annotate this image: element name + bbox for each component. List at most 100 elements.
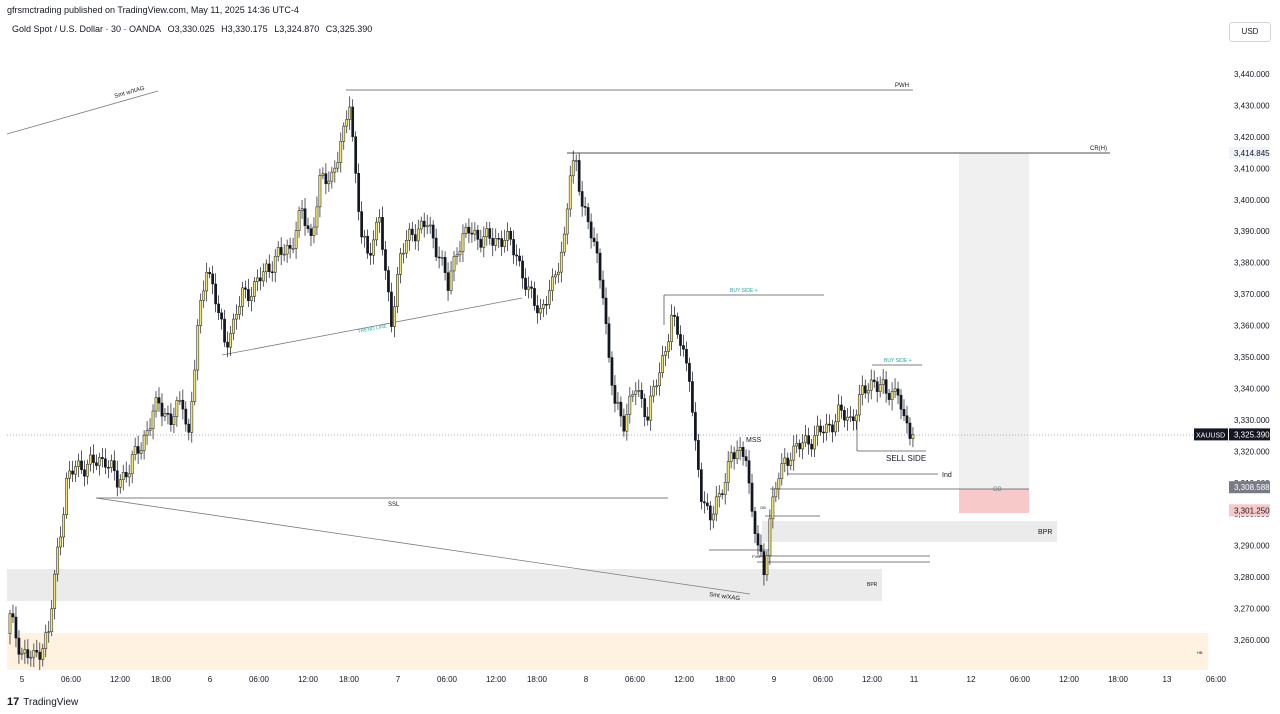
time-tick: 06:00 <box>249 675 270 684</box>
candle-body <box>777 478 781 490</box>
candle-body <box>273 255 277 273</box>
candle-body <box>62 514 65 538</box>
smt-line-bottom <box>95 497 751 595</box>
candle-body <box>676 316 679 335</box>
candle-body <box>640 390 644 399</box>
candle-body <box>321 173 325 176</box>
candle-body <box>366 235 369 254</box>
candle-body <box>905 415 909 424</box>
candle-body <box>661 355 664 374</box>
price-tick: 3,270.000 <box>1234 605 1270 614</box>
candle-body <box>253 281 256 297</box>
symbol-tag-box <box>1194 428 1228 441</box>
candle-body <box>65 477 68 516</box>
price-tag-label: 3,308.588 <box>1234 483 1270 492</box>
candle-body <box>247 289 250 301</box>
candle-body <box>98 457 101 466</box>
time-tick: 12 <box>967 675 976 684</box>
tradingview-logo-text: TradingView <box>23 696 79 708</box>
candle-body <box>655 385 659 388</box>
symbol-name[interactable]: Gold Spot / U.S. Dollar · 30 · OANDA <box>12 24 162 34</box>
candles-group <box>8 96 915 671</box>
candle-body <box>38 651 42 660</box>
candle-body <box>133 446 137 455</box>
tradingview-logo[interactable]: 17 TradingView <box>7 696 78 708</box>
candle-body <box>396 274 399 307</box>
candle-body <box>843 410 846 421</box>
candle-body <box>8 613 12 634</box>
candle-body <box>452 256 456 272</box>
candle-body <box>634 390 638 395</box>
candle-body <box>825 423 828 433</box>
candle-body <box>574 160 578 162</box>
price-tick: 3,360.000 <box>1234 322 1270 331</box>
time-tick: 18:00 <box>339 675 360 684</box>
candle-body <box>327 180 331 185</box>
candle-body <box>354 136 358 174</box>
candle-body <box>434 237 438 258</box>
candle-body <box>378 217 381 223</box>
candle-body <box>178 399 182 402</box>
price-tick: 3,410.000 <box>1234 164 1270 173</box>
annotation-crh: CR(H) <box>1090 146 1107 152</box>
candle-body <box>515 254 518 257</box>
candle-body <box>104 458 107 468</box>
time-tick: 18:00 <box>527 675 548 684</box>
candle-body <box>83 469 86 477</box>
candle-body <box>226 341 229 348</box>
candle-body <box>470 232 474 235</box>
time-tick: 8 <box>584 675 589 684</box>
candle-body <box>697 440 700 470</box>
time-tick: 7 <box>396 675 401 684</box>
candle-body <box>545 303 548 306</box>
currency-button[interactable]: USD <box>1229 22 1271 42</box>
candle-body <box>235 314 238 320</box>
candle-body <box>50 608 54 632</box>
zone-red-ob <box>959 489 1029 513</box>
candle-body <box>735 450 739 460</box>
candle-body <box>539 308 542 314</box>
candle-body <box>807 435 810 445</box>
annotation-bpr-right: BPR <box>1038 529 1052 536</box>
candle-body <box>717 493 721 498</box>
candle-body <box>169 413 173 425</box>
candle-body <box>553 274 557 278</box>
candle-body <box>44 632 48 649</box>
time-tick: 06:00 <box>437 675 458 684</box>
candle-body <box>318 175 322 208</box>
candle-body <box>223 318 226 343</box>
candle-body <box>351 106 355 137</box>
candle-body <box>604 297 608 324</box>
candle-body <box>330 171 334 182</box>
candle-body <box>157 397 161 404</box>
candle-body <box>580 191 584 207</box>
candle-body <box>765 555 769 576</box>
candle-body <box>485 228 489 238</box>
candle-body <box>908 422 912 439</box>
candle-body <box>148 428 152 431</box>
candle-body <box>512 239 515 256</box>
candle-body <box>190 401 194 433</box>
time-tick: 11 <box>910 675 919 684</box>
candle-body <box>410 228 414 235</box>
candle-body <box>309 228 313 236</box>
low-value: L3,324.870 <box>274 24 320 34</box>
candle-body <box>577 160 581 192</box>
candle-body <box>294 230 298 249</box>
candle-body <box>857 394 861 416</box>
candle-body <box>494 238 498 246</box>
candle-body <box>26 649 30 659</box>
candle-body <box>258 277 262 282</box>
candle-body <box>232 318 235 334</box>
candle-body <box>768 518 772 556</box>
time-tick: 5 <box>20 675 25 684</box>
time-axis[interactable]: 5 06:00 12:00 18:00 6 06:00 12:00 18:00 7 06:00 12… <box>20 675 1227 684</box>
candle-body <box>175 400 179 417</box>
candle-body <box>750 482 754 512</box>
candle-body <box>813 435 816 450</box>
candle-body <box>810 443 813 450</box>
candle-body <box>884 379 888 394</box>
candle-body <box>381 217 384 250</box>
candle-body <box>702 501 706 504</box>
